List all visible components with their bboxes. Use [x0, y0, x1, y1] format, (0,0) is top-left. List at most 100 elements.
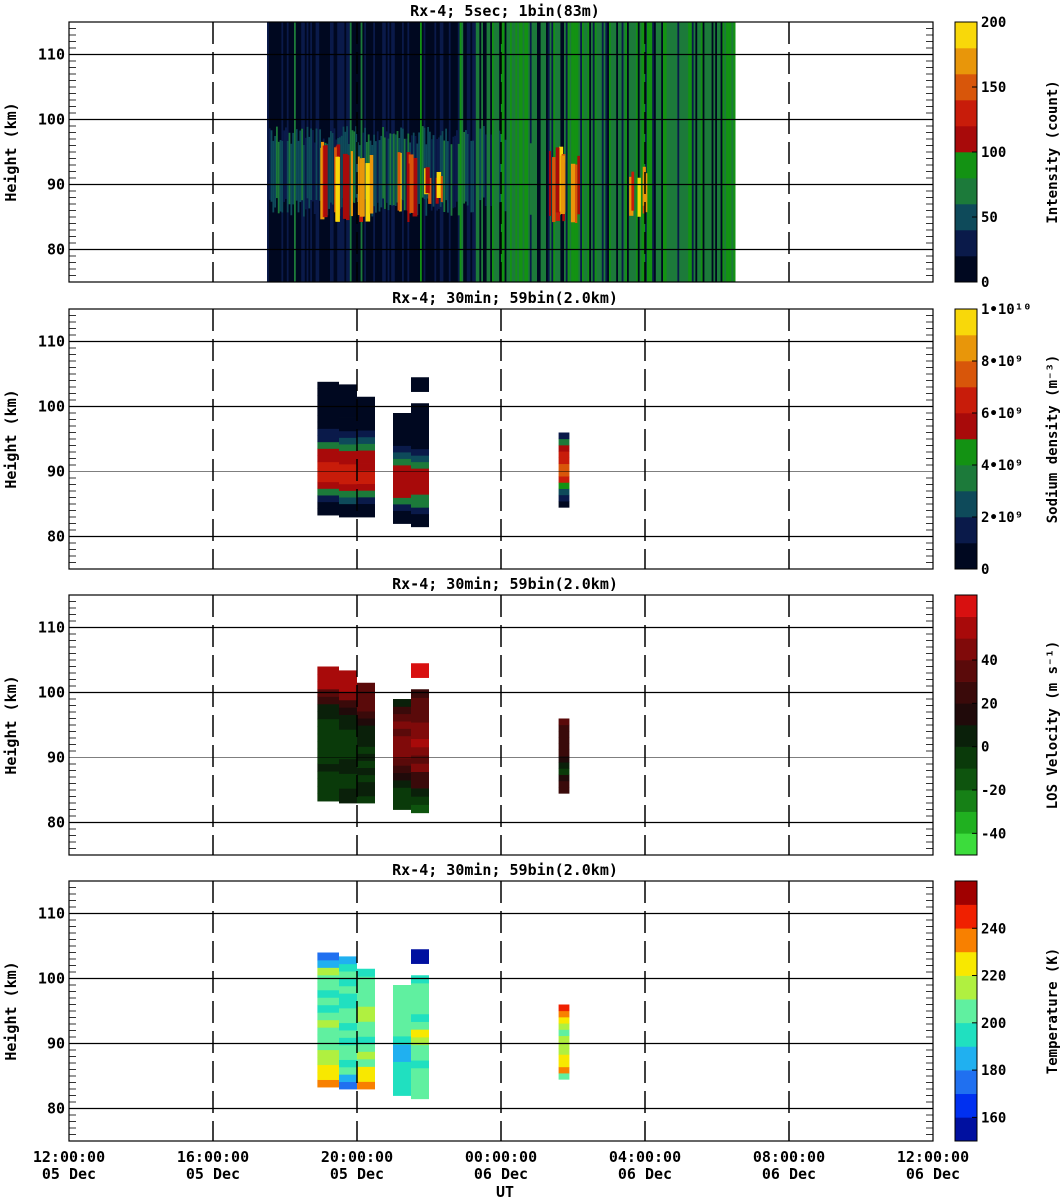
colorbar-swatch [955, 1046, 977, 1071]
data-cell [411, 409, 429, 417]
intensity-stripe [681, 22, 684, 282]
data-cell [357, 1013, 375, 1022]
data-cell [393, 432, 411, 440]
intensity-stripe [672, 22, 675, 282]
intensity-stripe [475, 22, 479, 282]
colorbar-swatch [955, 703, 977, 726]
intensity-layer [385, 131, 389, 203]
data-cell [411, 500, 429, 508]
intensity-burst [365, 163, 371, 222]
intensity-stripe [459, 22, 462, 282]
data-cell [558, 743, 570, 751]
data-cell [558, 1010, 570, 1018]
data-cell [317, 681, 339, 690]
intensity-layer [376, 131, 380, 203]
intensity-stripe [711, 22, 714, 282]
intensity-layer [447, 141, 450, 213]
data-cell [339, 437, 357, 445]
data-cell [411, 507, 429, 515]
intensity-stripe [587, 22, 590, 282]
data-cell [357, 423, 375, 431]
data-cell [317, 475, 339, 483]
data-cell [339, 477, 357, 485]
intensity-stripe [724, 22, 727, 282]
intensity-layer [479, 128, 482, 201]
intensity-stripe [630, 22, 633, 282]
data-cell [339, 788, 357, 797]
intensity-stripe [601, 22, 605, 282]
intensity-stripe [717, 22, 720, 282]
intensity-layer [439, 135, 443, 207]
data-cell [393, 757, 411, 766]
data-cell [317, 435, 339, 443]
data-cell [411, 949, 429, 964]
data-cell [317, 501, 339, 509]
data-cell [558, 457, 570, 465]
data-cell [339, 736, 357, 745]
intensity-stripe [603, 22, 606, 282]
data-cell [339, 397, 357, 405]
intensity-layer [281, 140, 284, 213]
data-cell [393, 445, 411, 453]
colorbar-swatch [955, 975, 977, 1000]
data-cell [317, 1042, 339, 1051]
data-cell [411, 442, 429, 450]
data-cell [411, 1044, 429, 1053]
data-cell [411, 1037, 429, 1046]
heatmap-area [317, 377, 570, 528]
colorbar-swatch [955, 517, 977, 544]
intensity-layer [279, 140, 282, 212]
colorbar-tick-label: 180 [981, 1063, 1006, 1079]
data-cell [317, 997, 339, 1006]
intensity-stripe [731, 22, 734, 282]
data-cell [393, 471, 411, 479]
intensity-stripe [553, 22, 556, 282]
data-cell [411, 771, 429, 781]
data-cell [339, 729, 357, 738]
data-cell [411, 705, 429, 715]
data-cell [393, 699, 411, 707]
data-cell [357, 781, 375, 790]
data-cell [339, 483, 357, 491]
y-tick-label: 90 [47, 176, 65, 194]
data-cell [317, 1027, 339, 1036]
data-cell [411, 1006, 429, 1015]
y-tick-label: 80 [47, 1100, 65, 1118]
data-cell [393, 458, 411, 466]
data-cell [357, 682, 375, 691]
intensity-stripe [506, 22, 509, 282]
data-cell [558, 1035, 570, 1043]
data-cell [317, 395, 339, 403]
data-cell [558, 438, 570, 446]
data-cell [393, 765, 411, 774]
data-cell [317, 401, 339, 409]
intensity-stripe [537, 22, 540, 282]
x-tick-time: 08:00:00 [753, 1148, 825, 1166]
data-cell [339, 463, 357, 471]
data-cell [393, 985, 411, 994]
intensity-layer [272, 140, 275, 213]
intensity-layer [283, 130, 286, 202]
x-tick-date: 06 Dec [762, 1165, 816, 1183]
colorbar-swatch [955, 439, 977, 466]
data-cell [411, 1083, 429, 1092]
y-tick-label: 100 [38, 398, 65, 416]
intensity-stripe [542, 22, 545, 282]
colorbar-swatch [955, 725, 977, 747]
intensity-stripe [535, 22, 538, 282]
data-cell [411, 1021, 429, 1030]
intensity-stripe [497, 22, 500, 282]
data-cell [411, 435, 429, 443]
colorbar-swatch [955, 335, 977, 362]
intensity-stripe [533, 22, 536, 282]
data-cell [558, 494, 570, 502]
intensity-stripe [677, 22, 680, 282]
intensity-stripe [700, 22, 704, 282]
data-cell [317, 793, 339, 802]
data-cell [411, 738, 429, 748]
colorbar-tick-label: 200 [981, 1016, 1006, 1032]
colorbar: 0 2•10⁹ 4•10⁹ 6•10⁹ 8•10⁹ 1•10¹⁰ Sodium densit… [954, 302, 1061, 578]
data-cell [393, 504, 411, 511]
data-cell [339, 773, 357, 782]
colorbar-swatch [955, 768, 977, 791]
